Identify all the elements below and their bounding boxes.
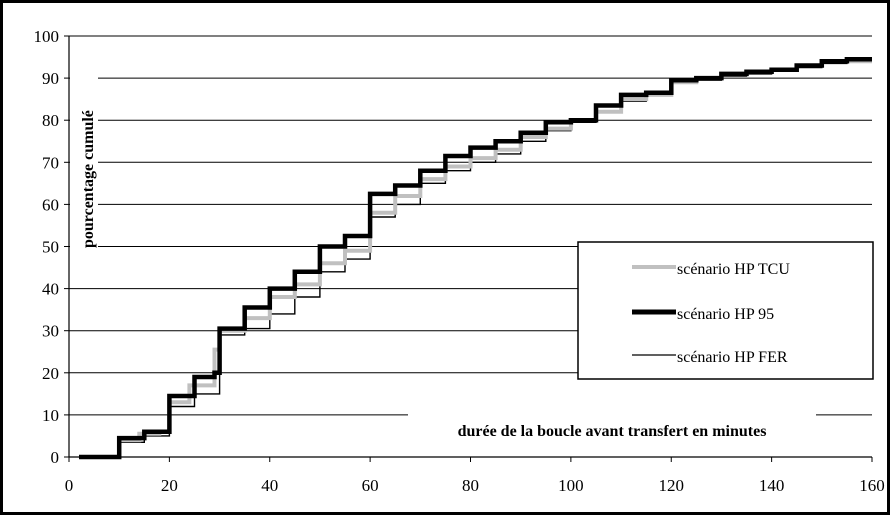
y-axis-title: pourcentage cumulé (80, 110, 97, 248)
y-tick-label-90: 90 (42, 69, 59, 88)
x-tick-label-140: 140 (759, 476, 785, 495)
x-tick-label-80: 80 (462, 476, 479, 495)
legend: scénario HP TCU scénario HP 95 scénario … (577, 241, 874, 380)
x-tick-label-40: 40 (261, 476, 278, 495)
x-axis-title: durée de la boucle avant transfert en mi… (458, 423, 767, 440)
y-tick-label-0: 0 (51, 448, 60, 467)
y-tick-label-80: 80 (42, 111, 59, 130)
series-line-1 (79, 56, 872, 460)
legend-box (577, 241, 874, 380)
x-tick-label-0: 0 (65, 476, 74, 495)
x-axis-title-background (408, 414, 816, 448)
y-tick-label-70: 70 (42, 153, 59, 172)
x-tick-label-120: 120 (659, 476, 685, 495)
axes (64, 35, 873, 462)
legend-label-fer: scénario HP FER (677, 349, 788, 366)
x-tick-label-60: 60 (362, 476, 379, 495)
y-axis-title-background (70, 58, 98, 258)
y-tick-label-20: 20 (42, 364, 59, 383)
y-tick-label-40: 40 (42, 280, 59, 299)
legend-label-tcu: scénario HP TCU (677, 261, 790, 278)
x-tick-label-160: 160 (859, 476, 885, 495)
y-tick-label-50: 50 (42, 238, 59, 257)
x-tick-label-100: 100 (558, 476, 584, 495)
series-lines (79, 56, 872, 460)
legend-label-95: scénario HP 95 (677, 306, 774, 323)
y-tick-label-30: 30 (42, 322, 59, 341)
y-tick-label-100: 100 (34, 27, 60, 46)
y-tick-label-60: 60 (42, 195, 59, 214)
y-tick-label-10: 10 (42, 406, 59, 425)
tick-labels: 0 10 20 30 40 50 60 70 80 90 100 0 20 40 60 80 100 120 140… (34, 27, 885, 495)
x-tick-label-20: 20 (161, 476, 178, 495)
